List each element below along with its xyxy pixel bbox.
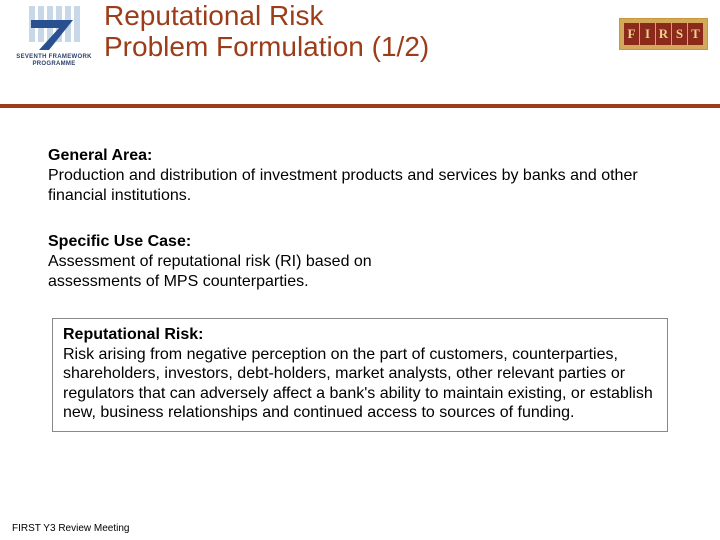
use-case-body: Assessment of reputational risk (RI) bas… [48, 253, 372, 290]
title-line-2: Problem Formulation (1/2) [104, 31, 608, 62]
first-letter: F [624, 23, 639, 45]
general-area-body: Production and distribution of investmen… [48, 167, 638, 204]
first-letter: S [672, 23, 687, 45]
general-area-label: General Area: [48, 147, 152, 164]
definition-label: Reputational Risk: [63, 326, 203, 343]
first-logo-container: F I R S T [608, 0, 708, 50]
slide-header: SEVENTH FRAMEWORK PROGRAMME Reputational… [0, 0, 720, 104]
slide-content: General Area: Production and distributio… [0, 108, 720, 432]
first-letter: R [656, 23, 671, 45]
first-letter: T [688, 23, 703, 45]
slide-footer: FIRST Y3 Review Meeting [12, 523, 129, 534]
fp7-caption: SEVENTH FRAMEWORK PROGRAMME [14, 54, 94, 67]
title-block: Reputational Risk Problem Formulation (1… [94, 0, 608, 63]
seven-icon [25, 16, 83, 52]
first-logo: F I R S T [619, 18, 708, 50]
definition-body: Risk arising from negative perception on… [63, 346, 653, 422]
use-case-label: Specific Use Case: [48, 233, 191, 250]
title-line-1: Reputational Risk [104, 0, 608, 31]
use-case-section: Specific Use Case: Assessment of reputat… [48, 232, 448, 292]
general-area-section: General Area: Production and distributio… [48, 146, 672, 206]
first-letter: I [640, 23, 655, 45]
definition-box: Reputational Risk: Risk arising from neg… [52, 318, 668, 432]
fp7-logo: SEVENTH FRAMEWORK PROGRAMME [14, 0, 94, 67]
